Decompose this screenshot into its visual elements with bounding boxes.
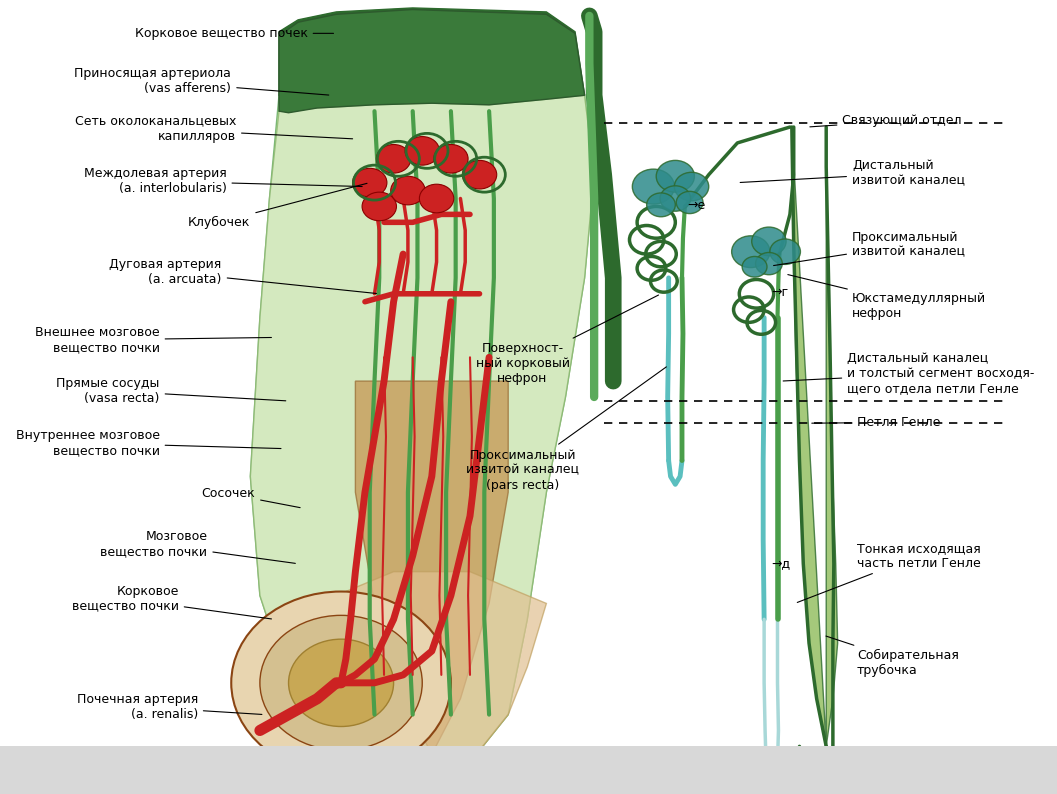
Text: Мат. методы в биофизике: Мат. методы в биофизике — [11, 754, 221, 770]
Circle shape — [391, 176, 425, 205]
Text: Проксимальный
извитой каналец
(pars recta): Проксимальный извитой каналец (pars rect… — [466, 367, 666, 491]
Text: Петля Генле: Петля Генле — [812, 416, 940, 429]
Circle shape — [632, 169, 674, 204]
Circle shape — [756, 252, 782, 275]
Circle shape — [660, 186, 690, 211]
Circle shape — [289, 639, 393, 727]
Text: Сеть околоканальцевых
капилляров: Сеть околоканальцевых капилляров — [75, 114, 353, 143]
Text: Дистальный
извитой каналец: Дистальный извитой каналец — [740, 159, 965, 187]
Text: Юкстамедуллярный
нефрон: Юкстамедуллярный нефрон — [787, 275, 986, 321]
Text: Почечная артерия
(a. renalis): Почечная артерия (a. renalis) — [76, 692, 262, 721]
Circle shape — [433, 145, 468, 173]
Circle shape — [462, 160, 497, 189]
Circle shape — [752, 227, 786, 256]
Polygon shape — [792, 127, 837, 746]
Text: Тонкая исходящая
часть петли Генле: Тонкая исходящая часть петли Генле — [797, 542, 981, 603]
Text: Прямые сосуды
(vasa recta): Прямые сосуды (vasa recta) — [56, 376, 285, 405]
Text: Дуговая артерия
(a. arcuata): Дуговая артерия (a. arcuata) — [110, 257, 376, 294]
Circle shape — [260, 615, 422, 750]
Circle shape — [656, 160, 694, 192]
Circle shape — [420, 184, 453, 213]
Text: Проксимальный
извитой каналец: Проксимальный извитой каналец — [774, 230, 965, 265]
Text: →е: →е — [688, 198, 706, 212]
Text: Собирательная
трубочка: Собирательная трубочка — [826, 636, 959, 677]
Polygon shape — [251, 79, 594, 778]
Circle shape — [376, 145, 411, 173]
Text: Клубочек: Клубочек — [188, 183, 367, 229]
Text: Лекция 6 ( Д.Э.Постнов, 8 семестр): Лекция 6 ( Д.Э.Постнов, 8 семестр) — [301, 755, 587, 769]
Circle shape — [674, 172, 709, 201]
Polygon shape — [355, 381, 508, 754]
Text: Сосочек: Сосочек — [202, 488, 300, 507]
Text: Внутреннее мозговое
вещество почки: Внутреннее мозговое вещество почки — [16, 429, 281, 457]
Text: →д: →д — [771, 557, 790, 571]
Polygon shape — [279, 8, 585, 103]
Text: Дистальный каналец
и толстый сегмент восходя-
щего отдела петли Генле: Дистальный каналец и толстый сегмент вос… — [783, 352, 1035, 395]
Circle shape — [231, 592, 451, 774]
Text: 7: 7 — [1034, 754, 1046, 771]
Circle shape — [353, 168, 387, 197]
FancyBboxPatch shape — [0, 746, 1057, 794]
Text: Приносящая артериола
(vas afferens): Приносящая артериола (vas afferens) — [74, 67, 329, 95]
Circle shape — [742, 256, 767, 277]
Text: Корковое
вещество почки: Корковое вещество почки — [72, 584, 272, 619]
Circle shape — [769, 239, 800, 264]
Circle shape — [647, 193, 675, 217]
Text: Междолевая артерия
(a. interlobularis): Междолевая артерия (a. interlobularis) — [84, 167, 363, 195]
Circle shape — [363, 192, 396, 221]
Polygon shape — [251, 95, 594, 778]
Text: Связующий отдел: Связующий отдел — [810, 114, 962, 127]
Circle shape — [405, 137, 440, 165]
Polygon shape — [279, 10, 585, 113]
Circle shape — [676, 191, 703, 214]
Text: Внешнее мозговое
вещество почки: Внешнее мозговое вещество почки — [35, 326, 272, 354]
Circle shape — [731, 236, 769, 268]
Polygon shape — [317, 572, 546, 778]
Text: Корковое вещество почек: Корковое вещество почек — [134, 27, 334, 40]
Text: Мозговое
вещество почки: Мозговое вещество почки — [100, 530, 295, 564]
Text: →г: →г — [771, 286, 787, 299]
Text: Поверхност-
ный корковый
нефрон: Поверхност- ный корковый нефрон — [476, 295, 659, 385]
